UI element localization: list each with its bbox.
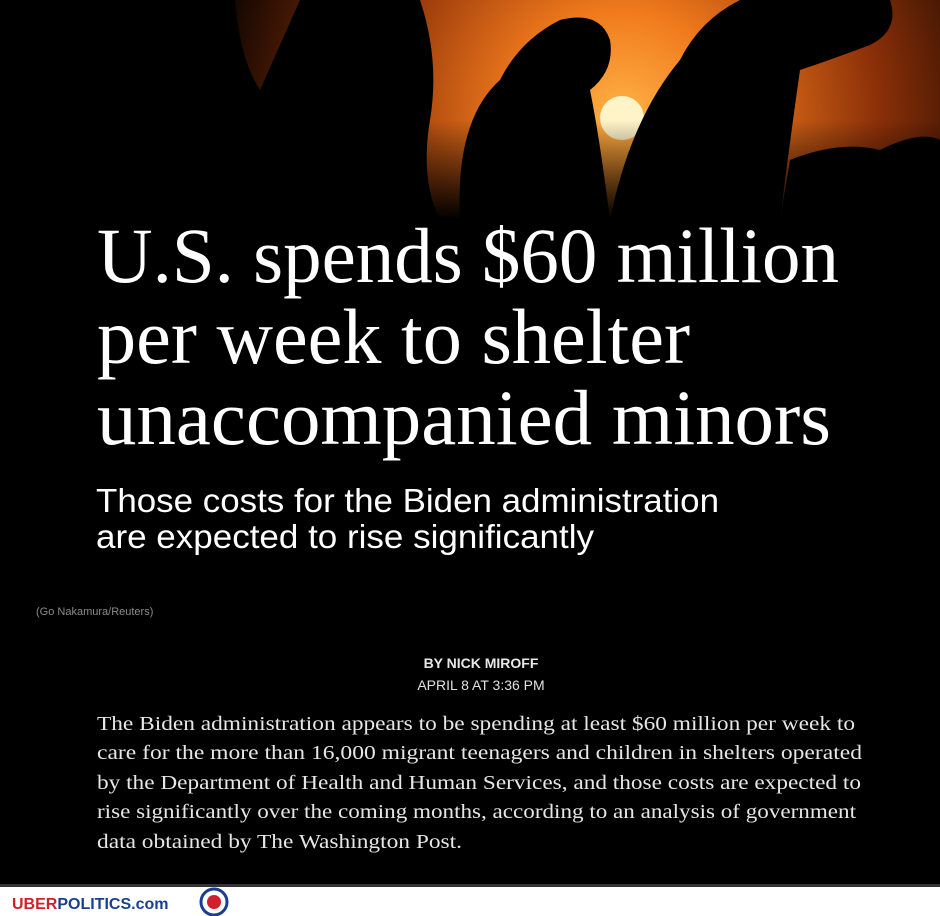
subtitle-line: Those costs for the Biden administration [96, 482, 719, 519]
dateline: APRIL 8 AT 3:36 PM [417, 677, 544, 693]
body-line: care for the more than 16,000 migrant te… [97, 743, 862, 764]
body-line: data obtained by The Washington Post. [97, 832, 462, 853]
watermark-part: UBER [12, 896, 58, 913]
watermark-bar: UBERPOLITICS.com [0, 884, 940, 916]
byline[interactable]: BY NICK MIROFF [424, 655, 539, 671]
photo-credit: (Go Nakamura/Reuters) [36, 606, 153, 618]
body-line: The Biden administration appears to be s… [97, 714, 855, 735]
watermark-logo-center [207, 895, 221, 909]
body-line: by the Department of Health and Human Se… [97, 773, 861, 794]
hero-photo [0, 0, 940, 220]
headline-line: unaccompanied minors [97, 374, 831, 461]
watermark-part: POLITICS.com [57, 896, 168, 913]
headline-line: per week to shelter [97, 293, 690, 380]
body-line: rise significantly over the coming month… [97, 802, 857, 823]
headline-line: U.S. spends $60 million [97, 212, 839, 299]
watermark-text: UBERPOLITICS.com [12, 896, 168, 913]
subtitle-line: are expected to rise significantly [96, 518, 595, 555]
